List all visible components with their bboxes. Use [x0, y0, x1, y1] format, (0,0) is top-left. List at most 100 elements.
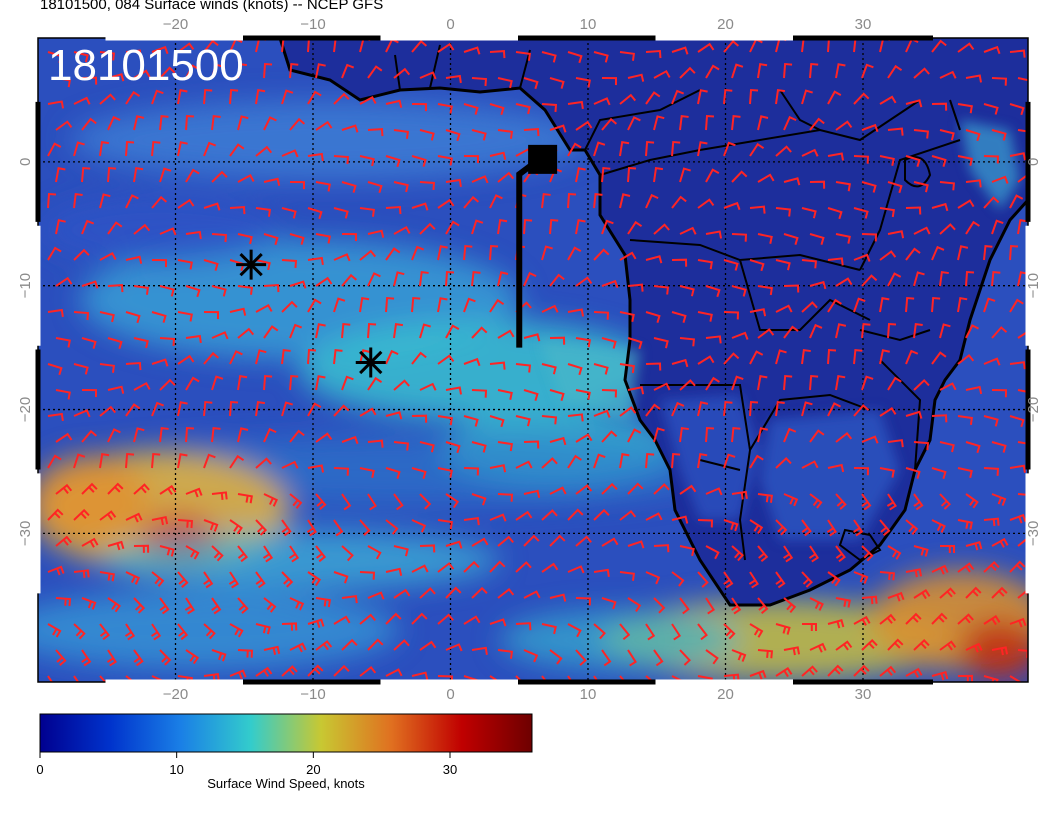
wind-barb: [541, 304, 559, 313]
wind-barb: [757, 493, 774, 503]
wind-barb: [341, 375, 354, 391]
wind-barb: [671, 358, 689, 368]
wind-barb: [697, 311, 713, 322]
wind-barb: [965, 220, 980, 235]
wind-barb: [1017, 389, 1028, 393]
wind-barb: [385, 205, 402, 215]
wind-barb: [159, 167, 172, 183]
wind-barb: [497, 493, 514, 502]
wind-barb: [748, 571, 759, 589]
wind-barb: [801, 259, 818, 269]
wind-barb: [463, 103, 479, 115]
wind-barb: [281, 348, 291, 365]
wind-barb: [757, 328, 775, 339]
wind-barb: [549, 593, 567, 602]
wind-barb: [627, 116, 641, 131]
wind-barb: [55, 432, 73, 443]
wind-barb: [359, 249, 377, 261]
wind-barb: [939, 441, 955, 453]
wind-barb: [255, 623, 271, 635]
wind-barb: [125, 361, 142, 371]
lat-tick-label-right: −20: [1025, 397, 1042, 422]
wind-barb: [125, 675, 136, 682]
wind-barb: [99, 51, 116, 61]
wind-barb: [593, 409, 611, 418]
wind-barb: [307, 664, 324, 677]
wind-barb: [185, 649, 200, 665]
wind-barb: [385, 668, 403, 677]
wind-barb: [575, 77, 591, 88]
wind-barb: [939, 223, 956, 235]
wind-barb: [775, 207, 792, 217]
wind-barb: [887, 272, 902, 287]
wind-barb: [749, 350, 764, 365]
wind-barb: [653, 649, 664, 667]
wind-barb: [601, 597, 617, 610]
wind-barb: [437, 562, 455, 573]
wind-barb: [827, 619, 845, 629]
wind-barb: [775, 89, 786, 105]
wind-barb: [497, 271, 509, 287]
wind-barb: [315, 493, 327, 510]
wind-barb: [229, 350, 243, 365]
wind-barb: [99, 623, 111, 641]
wind-barb: [463, 46, 481, 55]
wind-barb: [229, 519, 243, 535]
wind-barb: [489, 464, 507, 473]
lon-tick-label-bottom: −10: [300, 686, 325, 700]
wind-barb: [237, 597, 249, 614]
wind-barb: [55, 219, 66, 235]
wind-barb: [107, 221, 123, 235]
wind-barb: [827, 257, 844, 266]
wind-barb: [263, 283, 280, 293]
wind-barb: [81, 597, 97, 610]
wind-barb: [645, 91, 661, 105]
wind-barb: [723, 571, 734, 589]
wind-barb: [1009, 49, 1026, 58]
wind-barb: [133, 649, 144, 667]
wind-barb: [679, 545, 695, 557]
wind-barb: [255, 145, 273, 157]
wind-barb: [575, 649, 587, 666]
wind-barb: [289, 597, 305, 611]
wind-barb: [99, 251, 117, 261]
wind-barb: [983, 155, 1000, 164]
wind-barb: [419, 181, 436, 191]
wind-barb: [307, 464, 324, 473]
wind-barb: [627, 386, 645, 395]
wind-barb: [185, 114, 195, 131]
wind-barb: [757, 233, 773, 244]
wind-barb: [159, 337, 176, 347]
wind-barb: [705, 487, 723, 496]
wind-barb: [835, 120, 853, 131]
wind-barb: [653, 544, 670, 553]
wind-barb: [107, 73, 125, 82]
wind-barb: [886, 493, 897, 511]
wind-barb: [289, 642, 307, 653]
wind-barb: [757, 649, 774, 659]
wind-barb: [99, 141, 110, 157]
wind-barb: [705, 376, 720, 391]
wind-barb: [203, 351, 220, 365]
wind-barb: [983, 467, 1000, 476]
wind-barb: [151, 401, 165, 417]
wind-barb: [645, 452, 655, 469]
wind-barb: [73, 508, 90, 521]
wind-barb: [808, 545, 820, 563]
wind-barb: [255, 303, 273, 313]
wind-barb: [931, 564, 949, 575]
wind-barb: [107, 540, 125, 551]
wind-barb: [107, 115, 121, 131]
wind-barb: [601, 219, 614, 235]
wind-barb: [671, 675, 686, 682]
wind-barb: [393, 493, 404, 511]
wind-barb: [593, 311, 610, 320]
wind-barb: [905, 155, 921, 168]
wind-barb: [801, 148, 819, 157]
wind-barb: [99, 453, 110, 469]
wind-barb: [627, 540, 645, 549]
wind-barb: [775, 259, 791, 271]
wind-barb: [827, 298, 842, 313]
wind-barb: [887, 376, 902, 391]
wind-barb: [1009, 464, 1026, 473]
